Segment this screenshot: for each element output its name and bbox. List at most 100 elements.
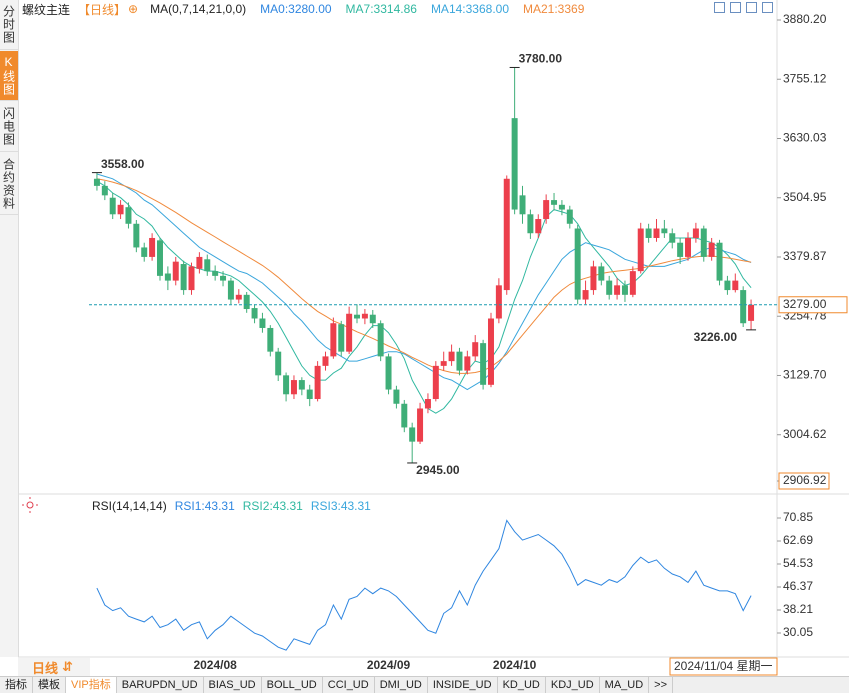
- ma-line: [96, 178, 752, 374]
- candle-body: [180, 264, 187, 291]
- candle-body: [748, 304, 755, 321]
- sidebar-tab[interactable]: 分时图: [0, 0, 18, 50]
- icon[interactable]: [762, 2, 773, 13]
- indicator-label: RSI(14,14,14): [92, 499, 167, 513]
- candle-body: [472, 342, 479, 357]
- candle-body: [133, 223, 140, 248]
- candle-body: [637, 228, 644, 272]
- indicator-tab[interactable]: VIP指标: [66, 677, 117, 693]
- rsi-line: [96, 519, 752, 651]
- candle-body: [243, 294, 250, 310]
- indicator-tab[interactable]: >>: [649, 677, 674, 693]
- rsi-icon: [22, 497, 38, 513]
- rsi-header: RSI(14,14,14) RSI1:43.31 RSI2:43.31 RSI3:43…: [92, 498, 379, 514]
- ma-line: [96, 173, 752, 391]
- candle-body: [354, 314, 361, 319]
- candle-body: [590, 266, 597, 291]
- candle-body: [724, 280, 731, 291]
- candle-body: [732, 280, 739, 291]
- candle-body: [677, 242, 684, 257]
- cursor-box: [669, 657, 778, 676]
- candle-body: [661, 228, 668, 234]
- extreme-label: 3226.00: [694, 330, 738, 344]
- indicator-tab[interactable]: 指标: [0, 677, 33, 693]
- candle-body: [464, 356, 471, 371]
- candle-body: [385, 356, 392, 390]
- candle-body: [480, 343, 487, 385]
- candle-body: [424, 399, 431, 409]
- candle-body: [164, 273, 171, 281]
- candle-body: [156, 240, 163, 276]
- indicator-tab[interactable]: 模板: [33, 677, 66, 693]
- indicator-tab[interactable]: KD_UD: [498, 677, 546, 693]
- y-tick-label: 62.69: [783, 533, 813, 547]
- candle-body: [283, 375, 290, 395]
- indicator-tab[interactable]: INSIDE_UD: [428, 677, 498, 693]
- sidebar: 分时图 K线图 闪电图 合约资料: [0, 0, 19, 657]
- candle-body: [259, 318, 266, 328]
- y-tick-label: 70.85: [783, 510, 813, 524]
- y-tick-label: 3880.20: [783, 12, 827, 26]
- sidebar-tab[interactable]: K线图: [0, 51, 18, 101]
- candle-body: [298, 380, 305, 390]
- indicator-tab[interactable]: DMI_UD: [375, 677, 428, 693]
- indicator-tab[interactable]: BOLL_UD: [262, 677, 323, 693]
- candle-body: [503, 178, 510, 291]
- sidebar-tab[interactable]: 闪电图: [0, 102, 18, 152]
- ma-line: [96, 180, 752, 414]
- icon[interactable]: [746, 2, 757, 13]
- candle-body: [716, 242, 723, 281]
- icon[interactable]: [714, 2, 725, 13]
- y-tick-label: 3755.12: [783, 71, 827, 85]
- candle-body: [653, 228, 660, 238]
- candle-body: [551, 200, 558, 205]
- candle-body: [361, 313, 368, 319]
- candle-body: [495, 285, 502, 319]
- y-tick-label: 2906.92: [783, 473, 827, 487]
- candle-body: [440, 361, 447, 366]
- y-tick-label: 54.53: [783, 556, 813, 570]
- candle-body: [708, 242, 715, 257]
- legend-entry: RSI2:43.31: [242, 499, 303, 513]
- candle-body: [346, 313, 353, 352]
- candle-body: [322, 356, 329, 366]
- indicator-tab[interactable]: CCI_UD: [323, 677, 375, 693]
- extreme-label: 3558.00: [101, 157, 145, 171]
- sidebar-tab[interactable]: 合约资料: [0, 153, 18, 215]
- indicator-label: MA(0,7,14,21,0,0): [150, 2, 247, 16]
- candle-body: [204, 259, 211, 272]
- candle-body: [456, 351, 463, 371]
- indicator-tab[interactable]: KDJ_UD: [546, 677, 600, 693]
- candle-body: [621, 285, 628, 295]
- candle-body: [535, 219, 542, 234]
- candle-body: [275, 351, 282, 376]
- add-icon[interactable]: ⊕: [128, 2, 139, 16]
- candle-body: [700, 228, 707, 257]
- candle-body: [574, 228, 581, 300]
- indicator-tab[interactable]: BARUPDN_UD: [117, 677, 204, 693]
- candle-body: [235, 294, 242, 300]
- candle-body: [543, 200, 550, 220]
- indicator-tab[interactable]: BIAS_UD: [204, 677, 262, 693]
- candle-body: [669, 233, 676, 243]
- y-tick-label: 38.21: [783, 602, 813, 616]
- candle-body: [125, 207, 132, 224]
- period-button[interactable]: 日线 ⇵: [18, 658, 90, 676]
- candle-body: [582, 290, 589, 300]
- y-tick-label: 30.05: [783, 625, 813, 639]
- period-label: 日线: [32, 660, 59, 676]
- candle-body: [614, 285, 621, 295]
- legend-entry: MA0:3280.00: [260, 2, 332, 16]
- indicator-tab[interactable]: MA_UD: [600, 677, 650, 693]
- candle-body: [330, 323, 337, 357]
- candle-body: [409, 427, 416, 442]
- candle-body: [432, 365, 439, 400]
- last-price-box: [778, 296, 848, 314]
- toolbar-icons: [714, 2, 773, 13]
- candle-body: [149, 237, 156, 257]
- candle-body: [692, 228, 699, 238]
- candle-body: [519, 195, 526, 215]
- icon[interactable]: [730, 2, 741, 13]
